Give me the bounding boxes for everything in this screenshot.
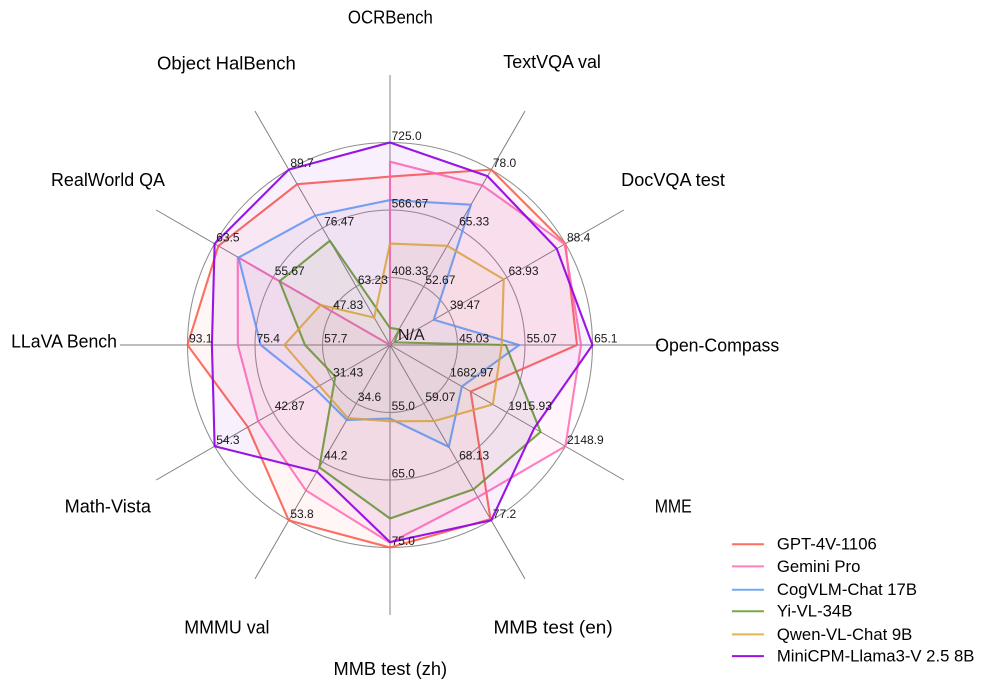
svg-text:2148.9: 2148.9	[567, 433, 604, 447]
svg-text:34.6: 34.6	[358, 390, 382, 404]
svg-text:75.4: 75.4	[257, 332, 281, 346]
svg-text:1915.93: 1915.93	[509, 399, 553, 413]
svg-text:39.47: 39.47	[450, 298, 480, 312]
svg-text:Object HalBench: Object HalBench	[157, 53, 296, 74]
svg-text:89.7: 89.7	[290, 156, 314, 170]
svg-text:N/A: N/A	[398, 327, 425, 344]
svg-text:1682.97: 1682.97	[450, 365, 494, 379]
svg-text:76.47: 76.47	[324, 215, 354, 229]
svg-text:45.03: 45.03	[459, 332, 489, 346]
svg-text:Math-Vista: Math-Vista	[65, 496, 152, 517]
svg-text:MMMU val: MMMU val	[184, 616, 269, 637]
svg-text:52.67: 52.67	[425, 273, 455, 287]
svg-text:MMB test (zh): MMB test (zh)	[334, 658, 448, 679]
svg-text:65.0: 65.0	[392, 467, 416, 481]
svg-text:RealWorld QA: RealWorld QA	[51, 169, 166, 190]
svg-text:GPT-4V-1106: GPT-4V-1106	[777, 535, 877, 554]
svg-text:725.0: 725.0	[392, 129, 422, 143]
svg-text:MMB test (en): MMB test (en)	[494, 616, 613, 637]
svg-text:Yi-VL-34B: Yi-VL-34B	[777, 602, 852, 621]
svg-text:55.67: 55.67	[275, 264, 305, 278]
svg-text:77.2: 77.2	[493, 507, 517, 521]
svg-text:93.1: 93.1	[189, 332, 213, 346]
svg-text:MiniCPM-Llama3-V 2.5 8B: MiniCPM-Llama3-V 2.5 8B	[777, 647, 975, 666]
svg-text:31.43: 31.43	[333, 365, 363, 379]
svg-text:68.13: 68.13	[459, 448, 489, 462]
svg-text:55.07: 55.07	[527, 332, 557, 346]
svg-text:59.07: 59.07	[425, 390, 455, 404]
svg-text:OCRBench: OCRBench	[348, 6, 433, 27]
svg-text:MME: MME	[655, 496, 692, 517]
svg-text:75.0: 75.0	[392, 534, 416, 548]
svg-text:42.87: 42.87	[275, 399, 305, 413]
svg-text:Open-Compass: Open-Compass	[655, 334, 779, 355]
svg-text:54.3: 54.3	[216, 433, 240, 447]
svg-text:63.23: 63.23	[358, 273, 388, 287]
svg-text:57.7: 57.7	[324, 332, 348, 346]
svg-text:566.67: 566.67	[392, 197, 429, 211]
svg-text:63.93: 63.93	[509, 264, 539, 278]
svg-text:LLaVA Bench: LLaVA Bench	[11, 330, 117, 351]
svg-text:78.0: 78.0	[493, 156, 517, 170]
svg-text:CogVLM-Chat 17B: CogVLM-Chat 17B	[777, 580, 917, 599]
svg-text:Qwen-VL-Chat 9B: Qwen-VL-Chat 9B	[777, 625, 912, 644]
svg-text:55.0: 55.0	[392, 399, 416, 413]
svg-text:53.8: 53.8	[290, 507, 314, 521]
svg-text:65.1: 65.1	[594, 332, 618, 346]
svg-text:88.4: 88.4	[567, 230, 591, 244]
svg-text:44.2: 44.2	[324, 448, 348, 462]
svg-text:65.33: 65.33	[459, 215, 489, 229]
svg-text:DocVQA test: DocVQA test	[621, 169, 725, 190]
svg-text:408.33: 408.33	[392, 264, 429, 278]
svg-text:63.5: 63.5	[216, 230, 240, 244]
svg-text:Gemini Pro: Gemini Pro	[777, 557, 860, 576]
svg-text:TextVQA val: TextVQA val	[503, 51, 601, 72]
svg-text:47.83: 47.83	[333, 298, 363, 312]
